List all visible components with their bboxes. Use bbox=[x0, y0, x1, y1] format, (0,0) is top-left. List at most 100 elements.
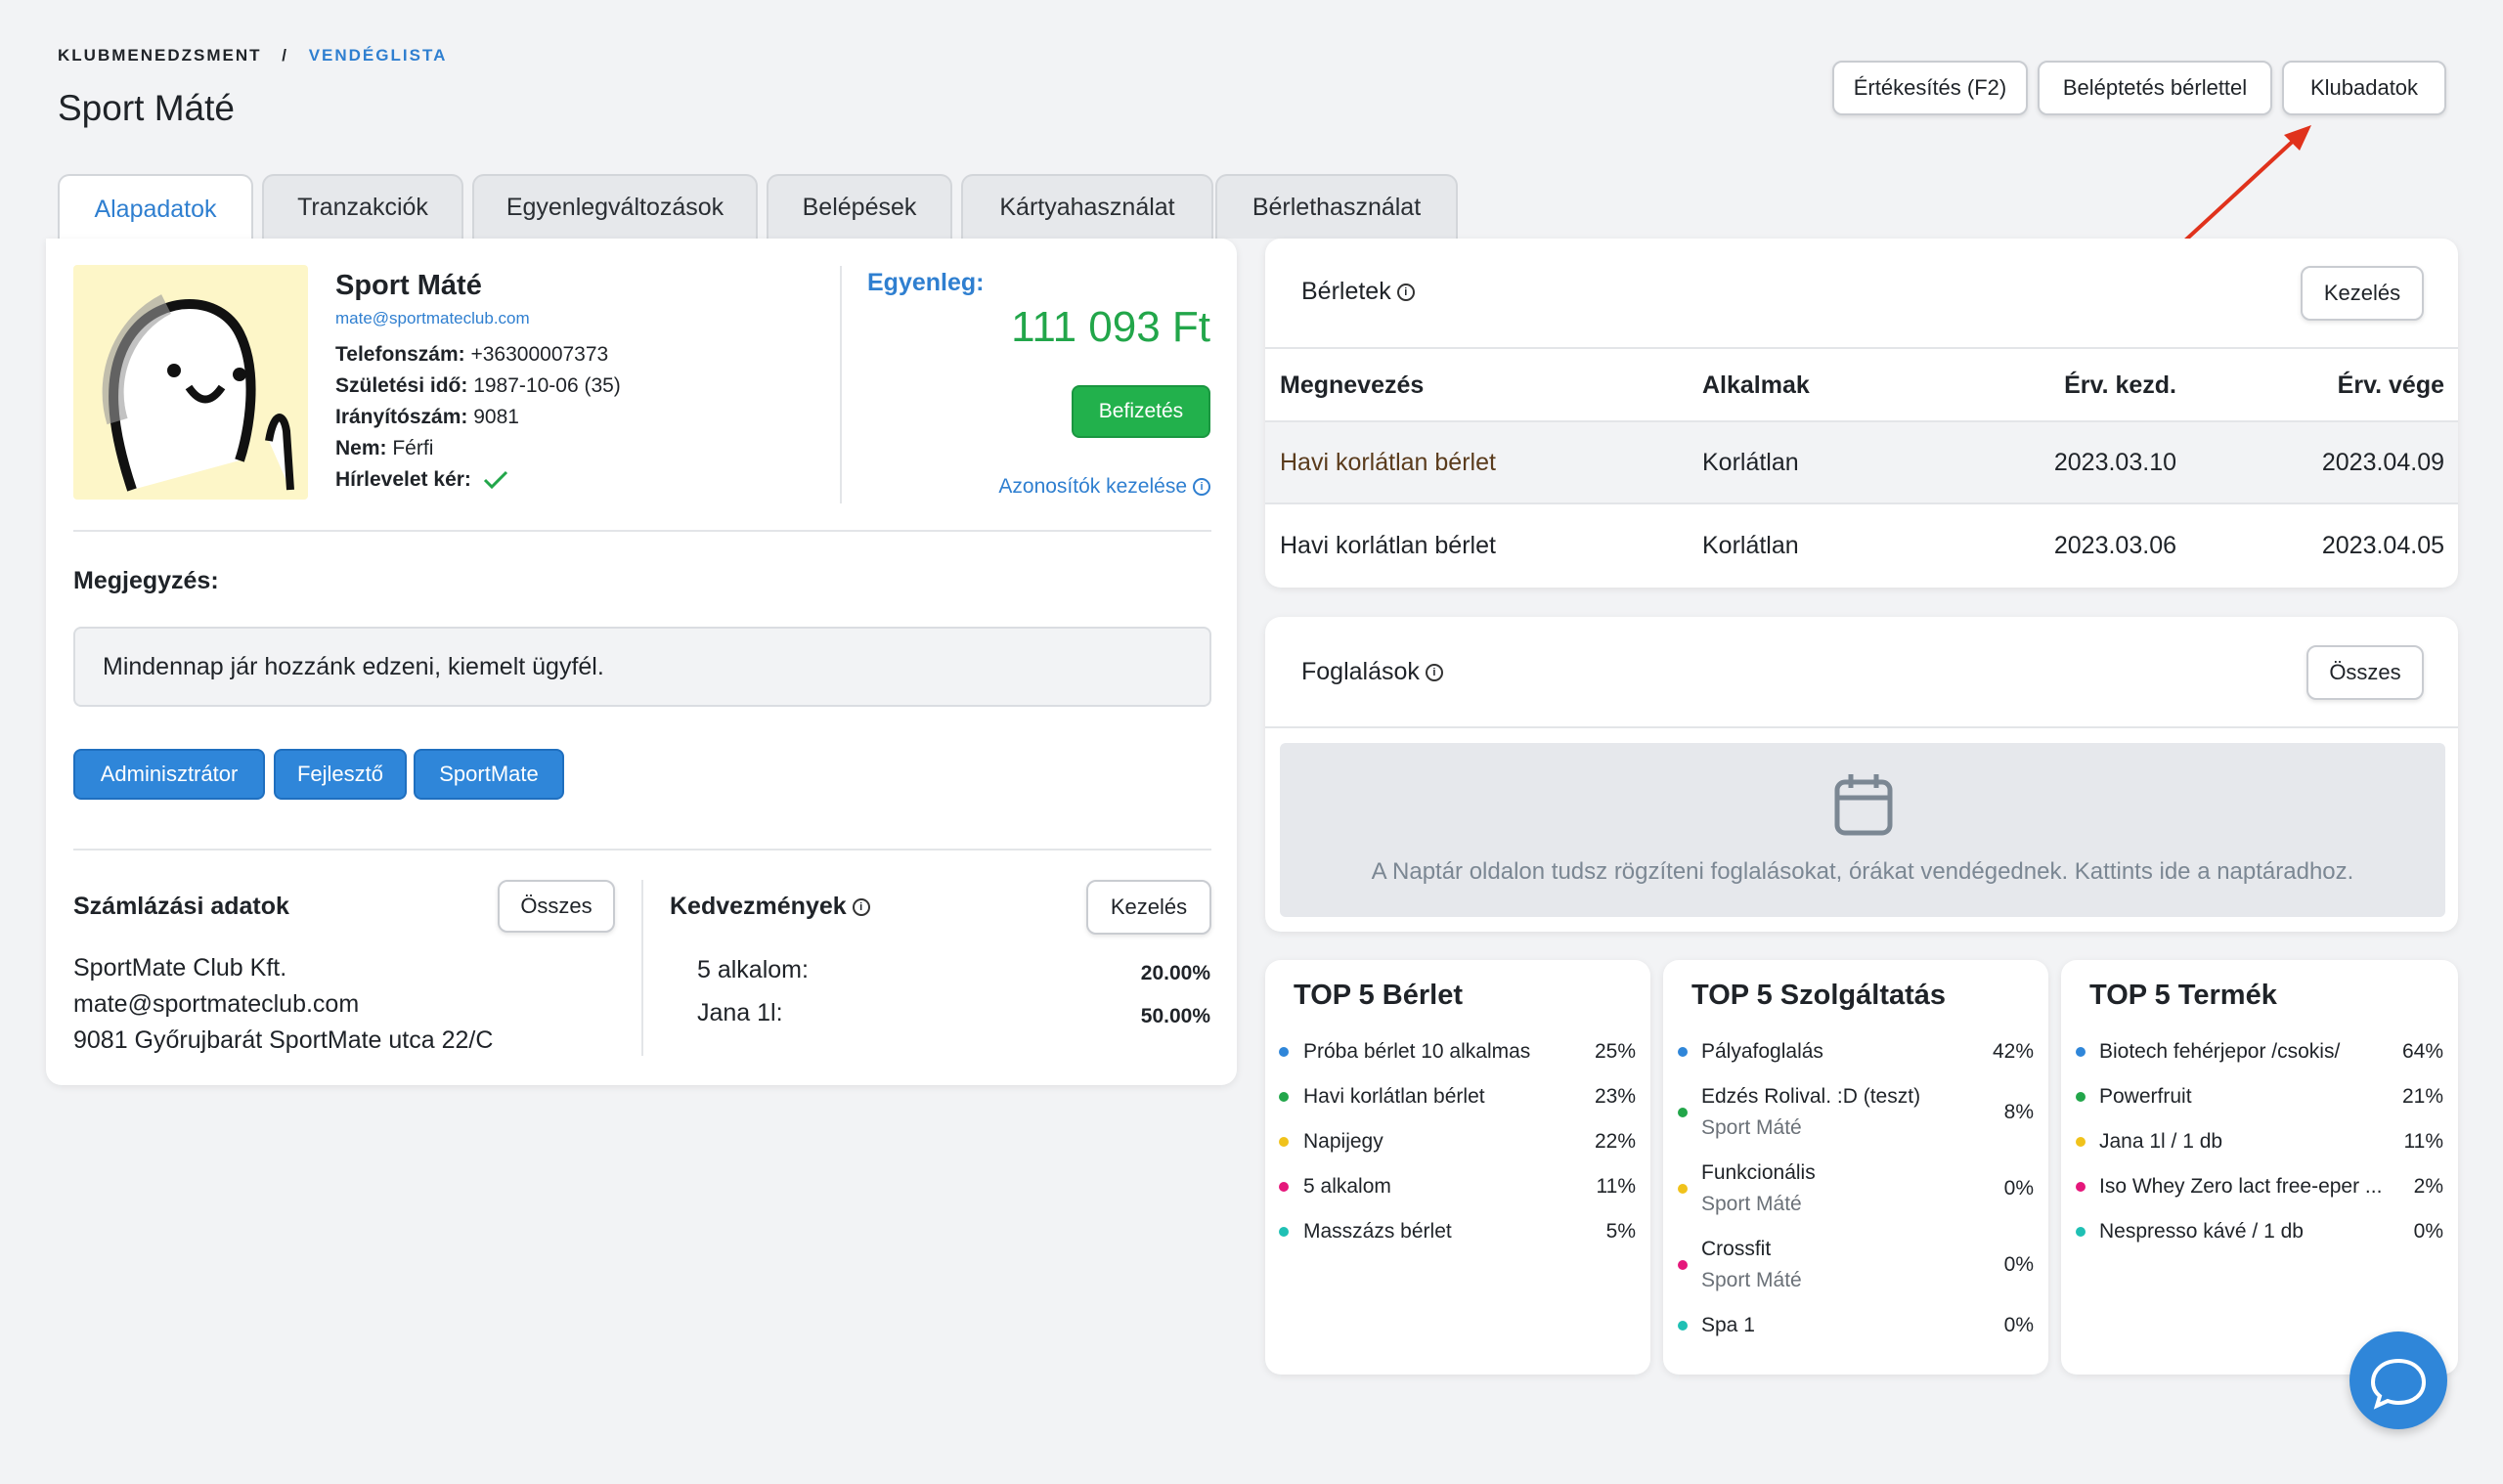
profile-birth: Születési idő: 1987-10-06 (35) bbox=[335, 374, 621, 397]
tab-basic-data[interactable]: Alapadatok bbox=[58, 174, 253, 242]
top-pass-1-pct: 25% bbox=[1594, 1040, 1636, 1063]
legend-dot bbox=[1279, 1092, 1289, 1102]
club-data-button[interactable]: Klubadatok bbox=[2282, 61, 2446, 115]
section-divider-2 bbox=[73, 849, 1211, 851]
billing-line-address: 9081 Győrujbarát SportMate utca 22/C bbox=[73, 1026, 494, 1054]
passes-col-start: Érv. kezd. bbox=[2064, 371, 2176, 399]
top-service-1-pct: 42% bbox=[1992, 1040, 2034, 1063]
profile-email[interactable]: mate@sportmateclub.com bbox=[335, 309, 530, 327]
legend-dot bbox=[2076, 1227, 2086, 1237]
legend-dot bbox=[2076, 1092, 2086, 1102]
top-service-4: Crossfit bbox=[1701, 1238, 1772, 1260]
tab-entries[interactable]: Belépések bbox=[767, 174, 952, 239]
top-pass-4: 5 alkalom bbox=[1303, 1175, 1391, 1198]
info-icon: i bbox=[1396, 284, 1415, 302]
chat-button[interactable] bbox=[2349, 1331, 2447, 1429]
billing-title: Számlázási adatok bbox=[73, 893, 289, 920]
breadcrumb-separator: / bbox=[282, 46, 288, 65]
discount-value-1: 20.00% bbox=[1140, 962, 1210, 984]
top-pass-3-pct: 22% bbox=[1594, 1130, 1636, 1153]
sell-button[interactable]: Értékesítés (F2) bbox=[1832, 61, 2028, 115]
legend-dot bbox=[1678, 1321, 1688, 1331]
bookings-header-divider bbox=[1265, 726, 2458, 728]
profile-newsletter: Hírlevelet kér: bbox=[335, 468, 508, 492]
passes-col-uses: Alkalmak bbox=[1702, 371, 1810, 399]
billing-divider bbox=[641, 880, 643, 1056]
top-pass-3: Napijegy bbox=[1303, 1130, 1383, 1153]
top-products-card bbox=[2061, 960, 2458, 1375]
balance-label: Egyenleg: bbox=[867, 269, 985, 296]
top-product-2: Powerfruit bbox=[2099, 1085, 2192, 1108]
role-developer-badge[interactable]: Fejlesztő bbox=[274, 749, 407, 800]
top-service-2-sub: Sport Máté bbox=[1701, 1116, 1802, 1139]
top-product-1: Biotech fehérjepor /csokis/ bbox=[2099, 1040, 2341, 1063]
top-service-1: Pályafoglalás bbox=[1701, 1040, 1823, 1063]
role-admin-badge[interactable]: Adminisztrátor bbox=[73, 749, 265, 800]
table-row[interactable] bbox=[1265, 420, 2458, 504]
top-service-3: Funkcionális bbox=[1701, 1161, 1816, 1184]
bookings-all-button[interactable]: Összes bbox=[2306, 645, 2424, 700]
top-service-5-pct: 0% bbox=[2003, 1314, 2034, 1336]
info-icon: i bbox=[1425, 664, 1443, 682]
checkin-with-pass-button[interactable]: Beléptetés bérlettel bbox=[2038, 61, 2272, 115]
top-products-title: TOP 5 Termék bbox=[2089, 980, 2277, 1011]
top-pass-2-pct: 23% bbox=[1594, 1085, 1636, 1108]
legend-dot bbox=[2076, 1137, 2086, 1147]
discount-label-2: Jana 1l: bbox=[697, 999, 783, 1026]
calendar-icon bbox=[1834, 774, 1893, 836]
pass-row-2-uses: Korlátlan bbox=[1702, 532, 1799, 559]
profile-gender: Nem: Férfi bbox=[335, 437, 434, 459]
billing-line-company: SportMate Club Kft. bbox=[73, 954, 287, 982]
top-services-card bbox=[1663, 960, 2048, 1375]
passes-col-end: Érv. vége bbox=[2337, 371, 2444, 399]
checkmark-icon bbox=[483, 471, 507, 490]
top-product-4-pct: 2% bbox=[2413, 1175, 2443, 1198]
note-box[interactable]: Mindennap jár hozzánk edzeni, kiemelt üg… bbox=[73, 627, 1211, 707]
pass-row-1-start: 2023.03.10 bbox=[2053, 449, 2176, 476]
role-sportmate-badge[interactable]: SportMate bbox=[414, 749, 564, 800]
passes-header-divider bbox=[1265, 347, 2458, 349]
pay-button[interactable]: Befizetés bbox=[1072, 385, 1210, 438]
pass-row-1-uses: Korlátlan bbox=[1702, 449, 1799, 476]
balance-value: 111 093 Ft bbox=[1011, 303, 1210, 351]
top-pass-1: Próba bérlet 10 alkalmas bbox=[1303, 1040, 1531, 1063]
avatar-face-icon bbox=[102, 294, 294, 492]
profile-divider bbox=[840, 266, 842, 503]
legend-dot bbox=[2076, 1047, 2086, 1057]
top-pass-5-pct: 5% bbox=[1605, 1220, 1636, 1243]
breadcrumb-current[interactable]: VENDÉGLISTA bbox=[308, 46, 448, 65]
bookings-title: Foglalások i bbox=[1301, 658, 1443, 686]
billing-line-email: mate@sportmateclub.com bbox=[73, 990, 360, 1018]
legend-dot bbox=[1678, 1047, 1688, 1057]
pass-row-2-start: 2023.03.06 bbox=[2053, 532, 2176, 559]
legend-dot bbox=[1279, 1227, 1289, 1237]
chat-icon bbox=[2370, 1358, 2427, 1410]
tab-transactions[interactable]: Tranzakciók bbox=[262, 174, 463, 239]
legend-dot bbox=[1678, 1108, 1688, 1117]
section-divider bbox=[73, 530, 1211, 532]
passes-manage-button[interactable]: Kezelés bbox=[2301, 266, 2424, 321]
legend-dot bbox=[2076, 1182, 2086, 1192]
billing-all-button[interactable]: Összes bbox=[498, 880, 615, 933]
tab-pass-usage[interactable]: Bérlethasználat bbox=[1215, 174, 1458, 239]
tab-card-usage[interactable]: Kártyahasználat bbox=[961, 174, 1213, 239]
info-icon: i bbox=[1193, 478, 1210, 497]
profile-zip: Irányítószám: 9081 bbox=[335, 406, 519, 428]
legend-dot bbox=[1279, 1182, 1289, 1192]
breadcrumb-parent[interactable]: KLUBMENEDZSMENT bbox=[58, 46, 262, 65]
page-title: Sport Máté bbox=[58, 88, 235, 128]
top-pass-4-pct: 11% bbox=[1596, 1175, 1636, 1198]
top-product-5-pct: 0% bbox=[2413, 1220, 2443, 1243]
top-product-5: Nespresso kávé / 1 db bbox=[2099, 1220, 2304, 1243]
discounts-manage-button[interactable]: Kezelés bbox=[1086, 880, 1211, 935]
avatar bbox=[73, 265, 308, 500]
manage-ids-link[interactable]: Azonosítók kezelése i bbox=[998, 475, 1210, 499]
bookings-empty-panel[interactable]: A Naptár oldalon tudsz rögzíteni foglalá… bbox=[1280, 743, 2445, 917]
tab-balance-changes[interactable]: Egyenlegváltozások bbox=[472, 174, 758, 239]
top-product-1-pct: 64% bbox=[2401, 1040, 2443, 1063]
top-product-3: Jana 1l / 1 db bbox=[2099, 1130, 2223, 1153]
legend-dot bbox=[1279, 1047, 1289, 1057]
legend-dot bbox=[1279, 1137, 1289, 1147]
top-services-title: TOP 5 Szolgáltatás bbox=[1691, 980, 1947, 1011]
top-passes-card bbox=[1265, 960, 1650, 1375]
